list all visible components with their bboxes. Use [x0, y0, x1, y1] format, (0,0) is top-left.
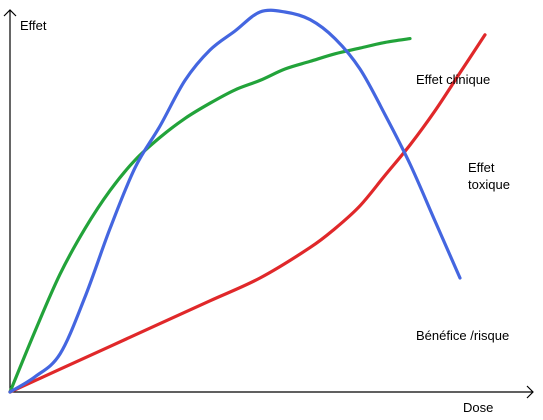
- x-axis-label: Dose: [463, 400, 493, 415]
- series-label-benefice-risque: Bénéfice /risque: [416, 328, 509, 343]
- series-label-benefice-risque-line: Bénéfice /risque: [416, 328, 509, 343]
- series-label-effet-toxique: Effet toxique: [468, 160, 510, 192]
- series-label-effet-toxique-line: toxique: [468, 177, 510, 192]
- series-labels: Effet clinique Effet toxique Bénéfice /r…: [416, 72, 510, 343]
- series-label-effet-clinique: Effet clinique: [416, 72, 490, 87]
- series-line-effet-toxique: [8, 33, 487, 394]
- y-axis-arrow: [3, 9, 17, 17]
- series-lines: [8, 8, 487, 394]
- series-line-effet-clinique: [8, 37, 412, 394]
- series-label-effet-toxique-line: Effet: [468, 160, 495, 175]
- series-line-benefice-risque: [8, 8, 462, 394]
- axes: Dose Effet: [3, 9, 534, 415]
- x-axis-arrow: [526, 385, 534, 399]
- y-axis-label: Effet: [20, 18, 47, 33]
- series-label-effet-clinique-line: Effet clinique: [416, 72, 490, 87]
